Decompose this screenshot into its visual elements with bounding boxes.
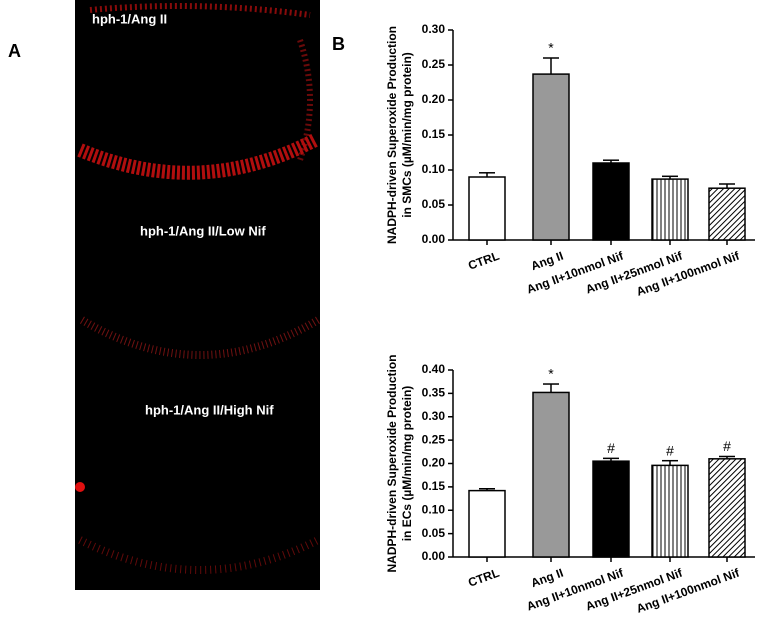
y-tick-label: 0.25	[422, 57, 446, 71]
x-tick-label: CTRL	[466, 249, 501, 273]
image-caption: hph-1/Ang II/High Nif	[145, 402, 274, 417]
bar	[532, 391, 570, 558]
significance-marker: #	[723, 438, 731, 454]
y-tick-label: 0.05	[422, 526, 446, 540]
y-tick-label: 0.10	[422, 502, 446, 516]
y-tick-label: 0.30	[422, 22, 446, 36]
significance-marker: #	[607, 440, 615, 456]
y-axis-label: in SMCs (µM/min/mg protein)	[400, 52, 414, 218]
significance-marker: *	[548, 366, 554, 382]
significance-marker: #	[666, 442, 674, 458]
y-tick-label: 0.10	[422, 162, 446, 176]
bar	[532, 73, 570, 241]
bar	[468, 489, 506, 558]
y-axis-label: in ECs (µM/min/mg protein)	[400, 386, 414, 542]
image-caption: hph-1/Ang II	[92, 11, 167, 26]
y-axis-label: NADPH-driven Superoxide Production	[385, 354, 399, 572]
y-tick-label: 0.15	[422, 479, 446, 493]
x-tick-label: CTRL	[466, 566, 501, 590]
x-tick-label: Ang II	[529, 566, 565, 591]
panel-label: A	[8, 41, 21, 61]
image-caption: hph-1/Ang II/Low Nif	[140, 223, 266, 238]
y-tick-label: 0.00	[422, 232, 446, 246]
bar	[708, 458, 746, 558]
y-tick-label: 0.25	[422, 432, 446, 446]
y-tick-label: 0.40	[422, 362, 446, 376]
bar	[592, 460, 630, 558]
y-tick-label: 0.20	[422, 456, 446, 470]
y-tick-label: 0.35	[422, 386, 446, 400]
bar	[651, 464, 689, 558]
y-tick-label: 0.30	[422, 409, 446, 423]
x-tick-label: Ang II	[529, 249, 565, 274]
bar	[708, 187, 746, 241]
bar	[468, 176, 506, 241]
bar	[592, 162, 630, 241]
y-tick-label: 0.05	[422, 197, 446, 211]
significance-marker: *	[548, 40, 554, 56]
panel-label: B	[332, 34, 345, 54]
y-tick-label: 0.00	[422, 549, 446, 563]
micrograph	[75, 0, 321, 590]
y-tick-label: 0.20	[422, 92, 446, 106]
y-axis-label: NADPH-driven Superoxide Production	[385, 26, 399, 244]
bar	[651, 178, 689, 241]
y-tick-label: 0.15	[422, 127, 446, 141]
